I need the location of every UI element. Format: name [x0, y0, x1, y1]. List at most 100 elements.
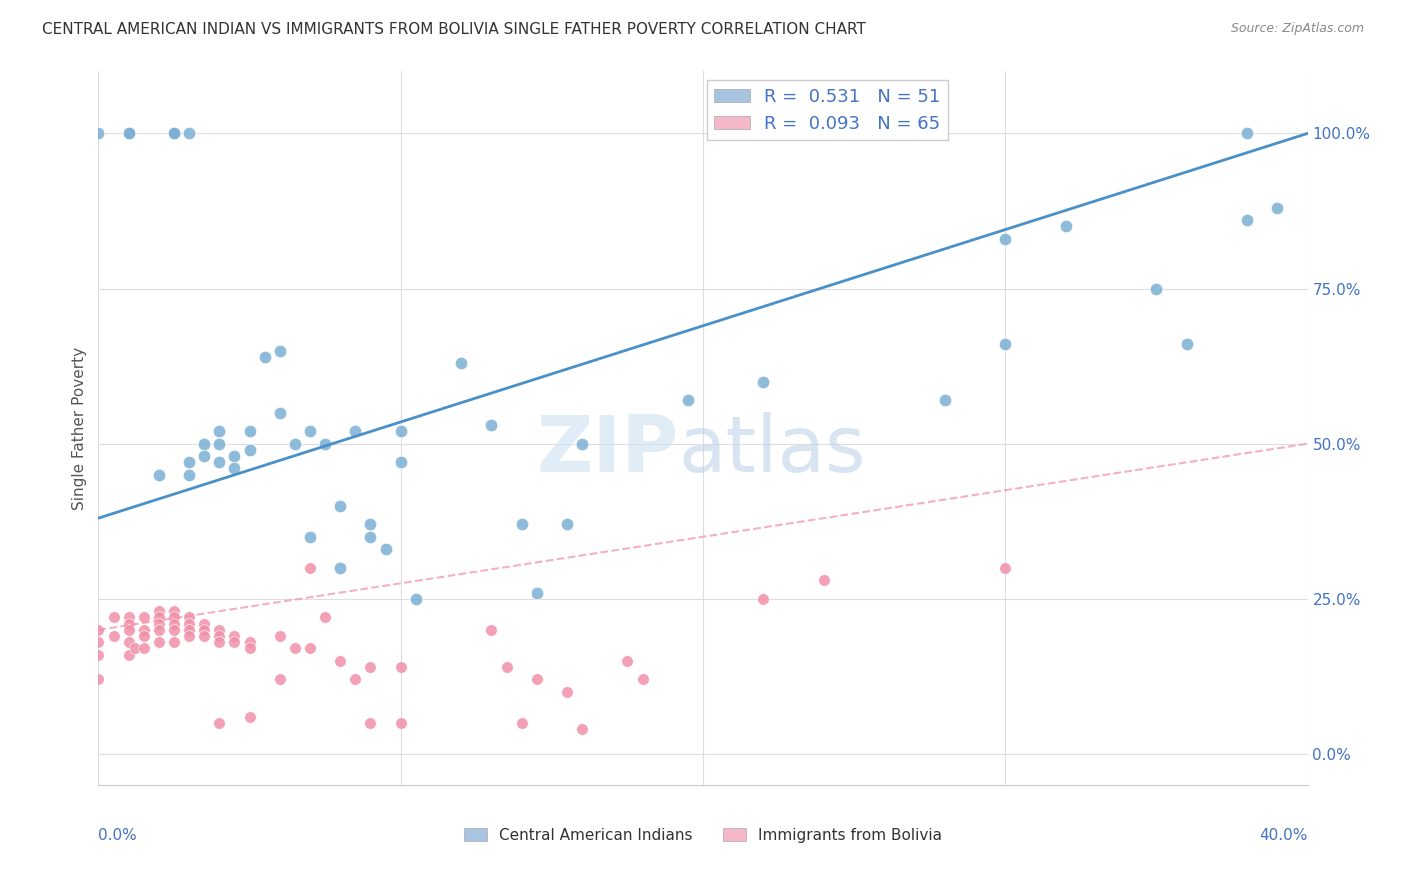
- Point: [253, 350, 276, 364]
- Point: [284, 436, 307, 450]
- Point: [239, 641, 262, 656]
- Point: [389, 715, 412, 730]
- Point: [269, 629, 291, 643]
- Point: [224, 449, 246, 463]
- Point: [163, 127, 186, 141]
- Point: [389, 660, 412, 674]
- Point: [360, 530, 382, 544]
- Point: [1054, 219, 1077, 234]
- Point: [1267, 201, 1289, 215]
- Point: [994, 232, 1017, 246]
- Point: [124, 641, 146, 656]
- Point: [179, 623, 201, 637]
- Point: [132, 641, 155, 656]
- Point: [118, 623, 141, 637]
- Point: [87, 127, 110, 141]
- Point: [224, 635, 246, 649]
- Text: Source: ZipAtlas.com: Source: ZipAtlas.com: [1230, 22, 1364, 36]
- Point: [526, 585, 548, 599]
- Point: [752, 591, 775, 606]
- Point: [179, 127, 201, 141]
- Point: [148, 616, 170, 631]
- Point: [495, 660, 517, 674]
- Y-axis label: Single Father Poverty: Single Father Poverty: [72, 347, 87, 509]
- Point: [87, 623, 110, 637]
- Point: [1175, 337, 1198, 351]
- Point: [163, 604, 186, 618]
- Point: [163, 623, 186, 637]
- Point: [193, 629, 215, 643]
- Point: [224, 461, 246, 475]
- Point: [526, 673, 548, 687]
- Point: [314, 436, 336, 450]
- Point: [299, 561, 322, 575]
- Point: [208, 424, 231, 438]
- Point: [118, 635, 141, 649]
- Point: [132, 610, 155, 624]
- Point: [87, 673, 110, 687]
- Point: [360, 660, 382, 674]
- Point: [405, 591, 427, 606]
- Text: ZIP: ZIP: [537, 411, 679, 488]
- Point: [208, 436, 231, 450]
- Point: [813, 573, 835, 587]
- Point: [269, 673, 291, 687]
- Point: [329, 499, 352, 513]
- Point: [510, 517, 533, 532]
- Point: [752, 375, 775, 389]
- Point: [148, 604, 170, 618]
- Point: [360, 715, 382, 730]
- Point: [118, 616, 141, 631]
- Point: [118, 127, 141, 141]
- Point: [299, 424, 322, 438]
- Point: [344, 673, 367, 687]
- Point: [450, 356, 472, 370]
- Point: [481, 418, 503, 433]
- Text: 40.0%: 40.0%: [1260, 828, 1308, 843]
- Point: [389, 424, 412, 438]
- Point: [284, 641, 307, 656]
- Point: [994, 337, 1017, 351]
- Point: [179, 629, 201, 643]
- Text: atlas: atlas: [679, 411, 866, 488]
- Point: [179, 467, 201, 482]
- Point: [179, 455, 201, 469]
- Point: [299, 530, 322, 544]
- Point: [118, 610, 141, 624]
- Point: [616, 654, 638, 668]
- Point: [208, 455, 231, 469]
- Point: [1236, 127, 1258, 141]
- Point: [239, 635, 262, 649]
- Point: [163, 616, 186, 631]
- Point: [374, 542, 396, 557]
- Point: [132, 629, 155, 643]
- Point: [208, 623, 231, 637]
- Point: [481, 623, 503, 637]
- Point: [132, 623, 155, 637]
- Point: [148, 610, 170, 624]
- Point: [103, 610, 125, 624]
- Text: 0.0%: 0.0%: [98, 828, 138, 843]
- Point: [239, 424, 262, 438]
- Point: [344, 424, 367, 438]
- Point: [148, 623, 170, 637]
- Point: [208, 715, 231, 730]
- Point: [1144, 281, 1167, 295]
- Point: [193, 623, 215, 637]
- Point: [193, 436, 215, 450]
- Point: [314, 610, 336, 624]
- Point: [631, 673, 654, 687]
- Point: [193, 616, 215, 631]
- Point: [269, 343, 291, 358]
- Point: [163, 127, 186, 141]
- Point: [87, 635, 110, 649]
- Point: [118, 648, 141, 662]
- Point: [555, 685, 578, 699]
- Point: [269, 406, 291, 420]
- Point: [208, 635, 231, 649]
- Point: [571, 436, 593, 450]
- Point: [148, 467, 170, 482]
- Point: [179, 616, 201, 631]
- Point: [224, 629, 246, 643]
- Point: [208, 629, 231, 643]
